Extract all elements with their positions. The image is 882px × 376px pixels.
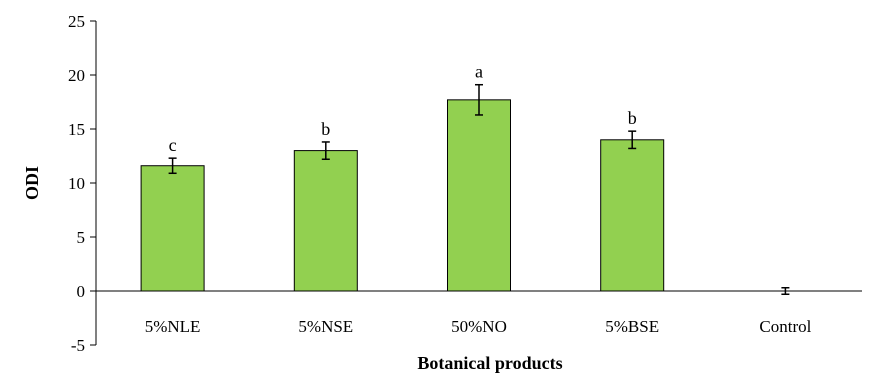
y-tick-label: -5 bbox=[71, 336, 85, 355]
bar bbox=[293, 150, 358, 292]
y-tick-label: 0 bbox=[77, 282, 86, 301]
y-tick-label: 25 bbox=[68, 12, 85, 31]
significance-label: b bbox=[628, 108, 637, 128]
bar bbox=[140, 165, 205, 292]
y-tick-label: 10 bbox=[68, 174, 85, 193]
bars bbox=[140, 83, 790, 295]
x-tick-label: Control bbox=[759, 317, 811, 336]
y-axis-title: ODI bbox=[22, 166, 42, 200]
y-tick-label: 5 bbox=[77, 228, 86, 247]
x-tick-label: 5%NSE bbox=[298, 317, 353, 336]
significance-label: a bbox=[475, 62, 483, 82]
y-tick-label: 20 bbox=[68, 66, 85, 85]
x-tick-label: 5%BSE bbox=[605, 317, 659, 336]
x-axis-title: Botanical products bbox=[417, 353, 562, 373]
bar bbox=[447, 99, 511, 292]
bar bbox=[600, 139, 665, 292]
y-tick-label: 15 bbox=[68, 120, 85, 139]
significance-label: c bbox=[169, 135, 177, 155]
x-tick-label: 50%NO bbox=[451, 317, 507, 336]
labels: -5 0 5 10 15 20 25 5%NLE c 5%NSE b 50%NO a 5%BSE b Cont… bbox=[68, 12, 812, 355]
significance-label: b bbox=[321, 119, 330, 139]
x-tick-label: 5%NLE bbox=[145, 317, 201, 336]
